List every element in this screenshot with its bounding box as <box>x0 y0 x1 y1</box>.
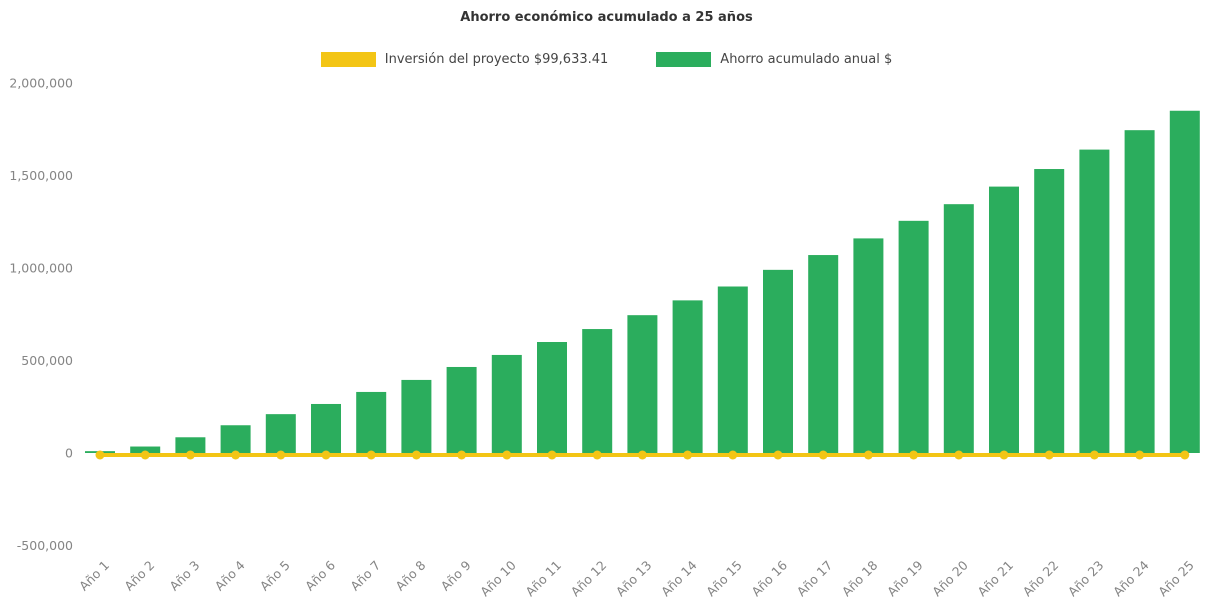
investment-line-marker <box>637 450 647 460</box>
bar-Año 15 <box>717 286 748 453</box>
bar-Año 22 <box>1034 169 1065 453</box>
x-tick-label: Año 21 <box>974 558 1016 600</box>
investment-line-marker <box>1044 450 1054 460</box>
x-tick-label: Año 18 <box>839 557 881 599</box>
investment-line-marker <box>954 450 964 460</box>
investment-line-marker <box>502 450 512 460</box>
y-tick-label: 2,000,000 <box>9 76 73 91</box>
legend-item-investment: Inversión del proyecto $99,633.41 <box>320 52 609 67</box>
bar-Año 2 <box>130 446 161 453</box>
investment-line-marker <box>140 450 150 460</box>
x-tick-label: Año 7 <box>347 558 383 594</box>
investment-line-marker <box>321 450 331 460</box>
y-tick-label: 1,000,000 <box>9 261 73 276</box>
x-tick-label: Año 17 <box>794 558 836 600</box>
investment-line-marker <box>1089 450 1099 460</box>
x-tick-label: Año 10 <box>477 557 519 599</box>
investment-line-marker <box>728 450 738 460</box>
bar-Año 24 <box>1124 130 1155 454</box>
y-tick-label: -500,000 <box>17 538 73 553</box>
investment-line-marker <box>773 450 783 460</box>
investment-line-marker <box>231 450 241 460</box>
savings-legend-label: Ahorro acumulado anual $ <box>720 52 893 67</box>
legend: Inversión del proyecto $99,633.41 Ahorro… <box>0 52 1213 67</box>
bar-Año 17 <box>808 255 839 453</box>
x-tick-label: Año 9 <box>438 557 474 593</box>
investment-line-marker <box>999 450 1009 460</box>
x-tick-label: Año 16 <box>748 557 790 599</box>
x-tick-label: Año 3 <box>166 558 202 594</box>
chart-title: Ahorro económico acumulado a 25 años <box>460 10 753 25</box>
x-tick-label: Año 24 <box>1110 557 1152 599</box>
x-tick-label: Año 25 <box>1155 558 1197 600</box>
legend-item-savings: Ahorro acumulado anual $ <box>656 52 892 67</box>
investment-line-marker <box>366 450 376 460</box>
x-tick-label: Año 22 <box>1020 558 1062 600</box>
bar-Año 18 <box>853 238 884 453</box>
investment-line-marker <box>683 450 693 460</box>
bar-Año 7 <box>356 391 387 453</box>
bar-Año 6 <box>311 403 341 453</box>
x-tick-label: Año 14 <box>658 557 700 599</box>
x-tick-label: Año 11 <box>522 558 564 600</box>
bar-Año 19 <box>898 220 929 453</box>
bar-Año 16 <box>763 269 793 453</box>
investment-line-marker <box>1180 450 1190 460</box>
bar-Año 3 <box>175 437 206 453</box>
investment-line-marker <box>818 450 828 460</box>
x-tick-label: Año 23 <box>1065 558 1107 600</box>
savings-swatch <box>656 52 712 67</box>
x-tick-label: Año 12 <box>568 558 610 600</box>
investment-line-marker <box>547 450 557 460</box>
x-tick-label: Año 19 <box>884 557 926 599</box>
investment-line-marker <box>863 450 873 460</box>
investment-line-marker <box>411 450 421 460</box>
bar-Año 23 <box>1079 149 1110 453</box>
bar-Año 21 <box>989 186 1019 453</box>
investment-legend-label: Inversión del proyecto $99,633.41 <box>384 52 609 67</box>
x-tick-label: Año 8 <box>392 557 428 593</box>
x-tick-label: Año 6 <box>302 557 338 593</box>
investment-line-marker <box>592 450 602 460</box>
x-tick-label: Año 4 <box>212 557 248 593</box>
bar-Año 10 <box>491 354 522 453</box>
bar-Año 4 <box>220 425 251 453</box>
bar-Año 20 <box>943 204 974 453</box>
bar-Año 11 <box>537 342 567 453</box>
bar-Año 13 <box>627 315 658 453</box>
investment-line-marker <box>1135 450 1145 460</box>
investment-swatch <box>320 52 376 67</box>
x-tick-label: Año 1 <box>76 558 112 594</box>
x-tick-label: Año 2 <box>121 558 157 594</box>
bar-Año 25 <box>1169 110 1200 453</box>
x-tick-label: Año 13 <box>613 558 655 600</box>
bar-Año 5 <box>265 414 296 453</box>
bar-Año 12 <box>582 329 613 453</box>
bar-Año 8 <box>401 379 432 453</box>
y-tick-label: 500,000 <box>21 353 73 368</box>
investment-line-marker <box>185 450 195 460</box>
investment-line-marker <box>457 450 467 460</box>
bar-Año 9 <box>446 366 477 453</box>
x-tick-label: Año 15 <box>703 558 745 600</box>
x-tick-label: Año 5 <box>257 558 293 594</box>
x-tick-label: Año 20 <box>929 557 971 599</box>
y-tick-label: 1,500,000 <box>9 168 73 183</box>
bar-Año 14 <box>672 300 703 453</box>
investment-line-marker <box>95 450 105 460</box>
investment-line-marker <box>276 450 286 460</box>
investment-line-marker <box>909 450 919 460</box>
y-tick-label: 0 <box>65 446 73 461</box>
